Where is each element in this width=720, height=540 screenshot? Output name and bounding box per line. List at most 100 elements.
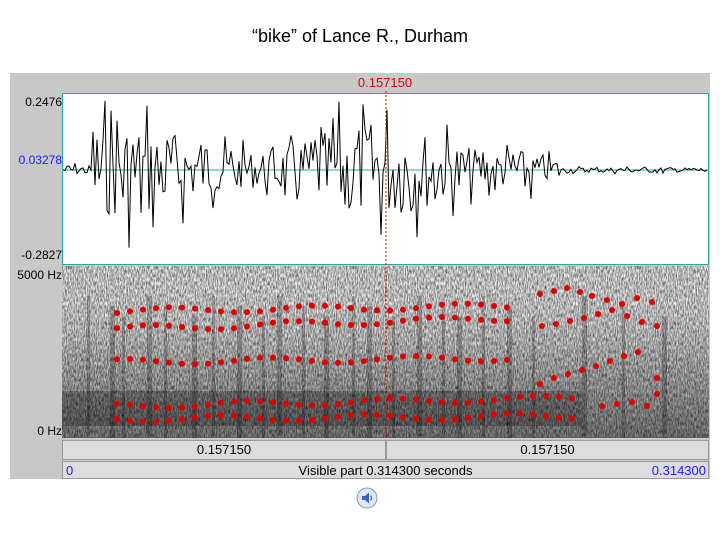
formant-point <box>309 302 315 309</box>
spectrogram-band <box>352 296 355 436</box>
formant-point <box>556 414 562 421</box>
formant-point <box>153 305 159 312</box>
formant-point <box>504 410 510 417</box>
formant-point <box>556 393 562 400</box>
waveform-trace <box>62 100 708 248</box>
cursor-time-label: 0.157150 <box>357 75 413 90</box>
formant-point <box>491 411 497 418</box>
formant-point <box>322 402 328 409</box>
formant-point <box>114 400 120 407</box>
formant-point <box>244 413 250 420</box>
formant-point <box>192 403 198 410</box>
formant-point <box>439 354 445 361</box>
formant-point <box>218 326 224 333</box>
formant-point <box>543 413 549 419</box>
spectrogram-band <box>507 306 512 438</box>
formant-point <box>153 404 159 411</box>
formant-point <box>192 305 198 312</box>
formant-point <box>348 359 354 366</box>
formant-point <box>517 393 523 400</box>
formant-point <box>579 367 585 373</box>
formant-point <box>257 321 263 328</box>
spectrogram-band <box>622 306 625 438</box>
formant-point <box>192 414 198 421</box>
formant-point <box>270 319 276 326</box>
formant-point <box>114 416 120 423</box>
formant-point <box>577 289 583 295</box>
formant-point <box>629 399 635 405</box>
formant-point <box>270 354 276 361</box>
visible-part-bar[interactable]: Visible part 0.314300 seconds 0 0.314300 <box>62 461 709 479</box>
spectrogram-ybottom-label: 0 Hz <box>37 424 62 438</box>
spectrogram-band <box>122 316 125 438</box>
duration-segment-left[interactable]: 0.157150 <box>62 440 386 460</box>
formant-point <box>465 315 471 322</box>
formant-point <box>387 307 393 314</box>
formant-point <box>599 403 605 409</box>
duration-segment-right[interactable]: 0.157150 <box>386 440 709 460</box>
formant-point <box>270 399 276 406</box>
formant-point <box>140 418 146 425</box>
formant-point <box>361 411 367 418</box>
spectrogram-band <box>662 316 667 438</box>
formant-point <box>322 415 328 422</box>
formant-point <box>166 359 172 366</box>
formant-point <box>413 415 419 422</box>
formant-point <box>296 318 302 325</box>
formant-point <box>179 360 185 367</box>
formant-point <box>153 418 159 425</box>
formant-point <box>231 398 237 405</box>
formant-point <box>335 359 341 366</box>
formant-point <box>283 355 289 362</box>
spectrogram-panel[interactable] <box>62 266 709 438</box>
formant-point <box>244 309 250 316</box>
formant-point <box>439 301 445 308</box>
formant-point <box>361 358 367 365</box>
formant-point <box>654 375 660 381</box>
formant-point <box>283 304 289 311</box>
formant-point <box>639 319 645 325</box>
formant-point <box>491 317 497 324</box>
waveform-ymin-label: -0.2827 <box>21 248 62 262</box>
formant-point <box>478 398 484 405</box>
formant-point <box>491 358 497 364</box>
formant-point <box>635 349 641 355</box>
formant-point <box>205 307 211 313</box>
speaker-icon[interactable] <box>356 487 378 509</box>
formant-point <box>452 300 458 307</box>
formant-point <box>348 305 354 311</box>
formant-point <box>589 293 595 299</box>
formant-point <box>593 363 599 369</box>
formant-point <box>452 356 458 363</box>
formant-point <box>218 359 224 366</box>
formant-point <box>166 304 172 311</box>
formant-point <box>244 397 250 404</box>
formant-point <box>517 410 523 417</box>
formant-point <box>257 415 263 422</box>
formant-point <box>649 299 655 305</box>
formant-point <box>127 323 133 330</box>
formant-point <box>614 401 620 407</box>
formant-point <box>426 416 432 423</box>
formant-point <box>231 412 237 419</box>
spectrogram-band <box>417 296 422 436</box>
formant-point <box>179 304 185 311</box>
formant-point <box>127 308 133 315</box>
formant-point <box>413 315 419 322</box>
spectrogram-band <box>302 306 305 438</box>
formant-point <box>387 319 393 326</box>
spectrogram-band <box>87 296 90 436</box>
formant-point <box>348 412 354 419</box>
formant-point <box>296 417 302 424</box>
formant-point <box>127 417 133 424</box>
formant-point <box>374 396 380 402</box>
formant-point <box>153 358 159 364</box>
formant-point <box>439 314 445 320</box>
formant-point <box>231 357 237 364</box>
spectrogram-band <box>582 296 587 436</box>
formant-point <box>257 398 263 405</box>
formant-point <box>491 303 497 309</box>
spectrogram-band <box>392 316 395 438</box>
spectrogram-ytop-label: 5000 Hz <box>17 268 62 282</box>
visible-part-label: Visible part 0.314300 seconds <box>298 463 473 478</box>
